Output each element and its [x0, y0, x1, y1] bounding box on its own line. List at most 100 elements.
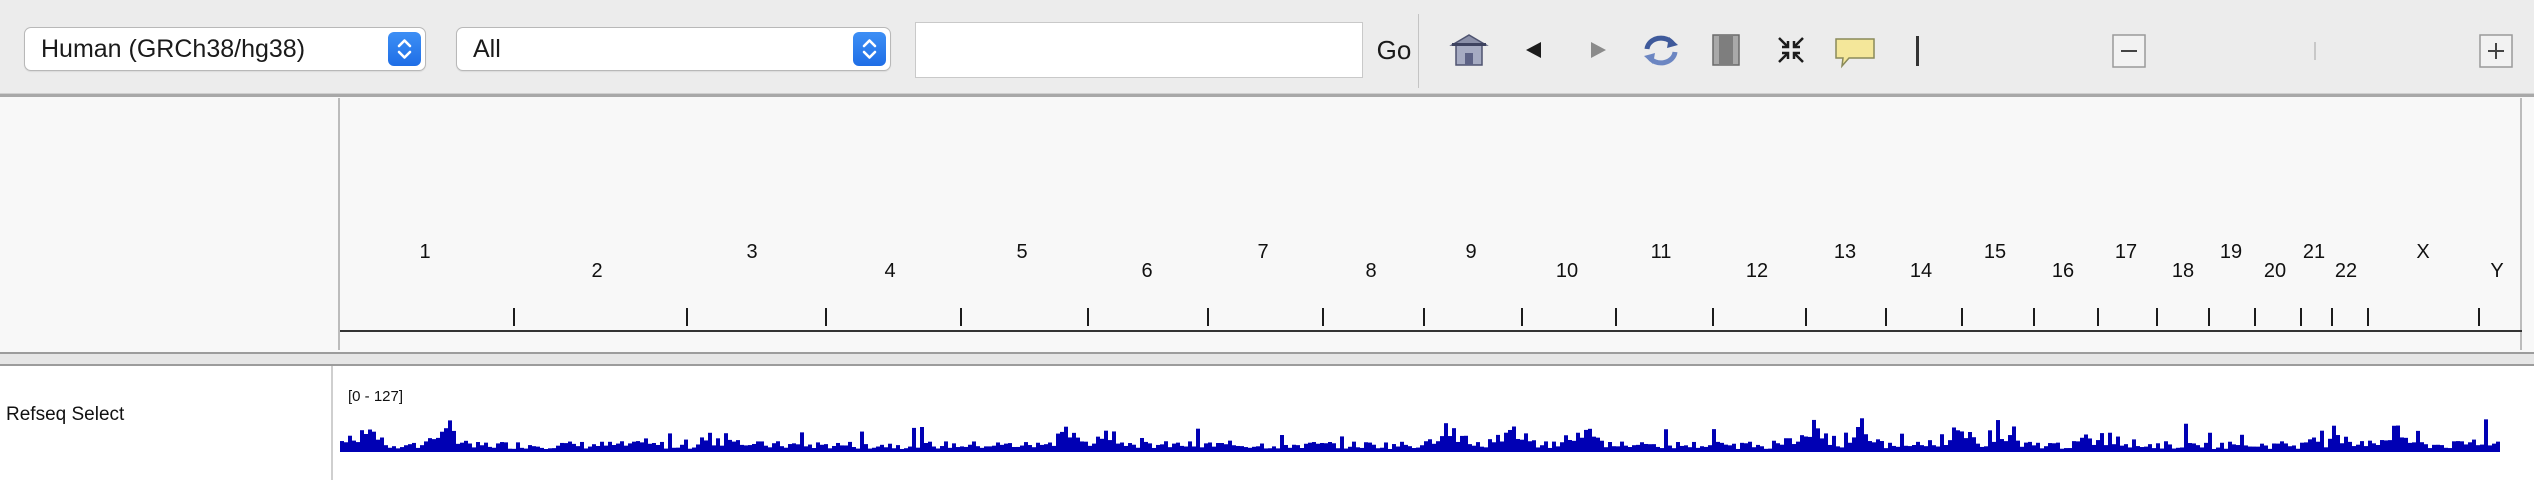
chromosome-label-4[interactable]: 4	[884, 260, 896, 282]
feature-density-bar	[1360, 447, 1364, 452]
feature-density-bar	[1604, 447, 1608, 452]
genome-dropdown[interactable]: Human (GRCh38/hg38)	[24, 27, 426, 71]
refresh-icon[interactable]	[1639, 28, 1683, 72]
chromosome-label-21[interactable]: 21	[2302, 241, 2326, 263]
feature-density-bar	[412, 442, 416, 452]
feature-density-bar	[1420, 445, 1424, 452]
zoom-slider-tick[interactable]	[2314, 42, 2316, 60]
chromosome-label-10[interactable]: 10	[1555, 260, 1579, 282]
feature-density-bar	[680, 444, 684, 452]
chromosome-dropdown[interactable]: All	[456, 27, 891, 71]
feature-density-bar	[1228, 440, 1232, 452]
feature-density-bar	[1792, 444, 1796, 452]
chromosome-label-2[interactable]: 2	[591, 260, 603, 282]
resize-to-window-icon[interactable]	[1769, 28, 1813, 72]
feature-density-bar	[1996, 420, 2000, 452]
feature-density-bar	[2356, 444, 2360, 452]
feature-density-bar	[1780, 444, 1784, 452]
chromosome-label-18[interactable]: 18	[2171, 260, 2195, 282]
feature-density-bar	[2164, 441, 2168, 452]
feature-density-bar	[2080, 437, 2084, 452]
go-button[interactable]: Go	[1376, 35, 1412, 65]
chromosome-label-5[interactable]: 5	[1016, 241, 1028, 263]
home-icon[interactable]	[1447, 28, 1491, 72]
chromosome-label-13[interactable]: 13	[1833, 241, 1857, 263]
chromosome-label-19[interactable]: 19	[2219, 241, 2243, 263]
feature-density-bar	[1248, 447, 1252, 452]
chromosome-label-12[interactable]: 12	[1745, 260, 1769, 282]
feature-density-bar	[1196, 428, 1200, 452]
genome-ruler-panel[interactable]	[338, 98, 2522, 350]
feature-density-bar	[2460, 441, 2464, 452]
chromosome-label-6[interactable]: 6	[1141, 260, 1153, 282]
feature-density-bar	[2040, 448, 2044, 452]
chromosome-label-y[interactable]: Y	[2490, 260, 2504, 282]
feature-density-bar	[1912, 444, 1916, 452]
feature-density-bar	[2304, 442, 2308, 452]
feature-density-bar	[884, 447, 888, 452]
back-arrow-icon[interactable]	[1512, 28, 1556, 72]
feature-density-bar	[1940, 434, 1944, 452]
chromosome-label-15[interactable]: 15	[1983, 241, 2007, 263]
feature-density-bar	[924, 442, 928, 452]
feature-density-bar	[1744, 443, 1748, 452]
chromosome-label-11[interactable]: 11	[1650, 241, 1672, 263]
feature-density-bar	[2436, 444, 2440, 452]
feature-density-bar	[1384, 442, 1388, 452]
feature-density-bar	[752, 443, 756, 452]
feature-density-bar	[2044, 446, 2048, 452]
panel-divider[interactable]	[0, 352, 2534, 366]
chromosome-boundary-tick	[2367, 308, 2369, 326]
feature-density-bar	[1160, 444, 1164, 452]
chromosome-label-7[interactable]: 7	[1257, 241, 1269, 263]
feature-density-bar	[712, 445, 716, 452]
feature-density-bar	[2112, 444, 2116, 452]
feature-density-bar	[2420, 442, 2424, 452]
feature-density-bar	[2180, 447, 2184, 452]
header-top-border	[0, 94, 2534, 97]
forward-arrow-icon[interactable]	[1576, 28, 1620, 72]
feature-density-bar	[404, 445, 408, 452]
zoom-out-icon[interactable]	[2111, 33, 2147, 69]
chromosome-label-9[interactable]: 9	[1465, 241, 1477, 263]
feature-density-bar	[348, 435, 352, 452]
track-refseq-select[interactable]: [0 - 127]	[340, 366, 2522, 480]
feature-density-bar	[908, 446, 912, 452]
feature-density-bar	[988, 446, 992, 452]
feature-density-bar	[1460, 435, 1464, 452]
chromosome-label-22[interactable]: 22	[2334, 260, 2358, 282]
chromosome-label-16[interactable]: 16	[2051, 260, 2075, 282]
feature-density-bar	[880, 444, 884, 452]
chromosome-label-17[interactable]: 17	[2114, 241, 2138, 263]
feature-density-bar	[1804, 436, 1808, 452]
chromosome-label-layer: 1 2 3 4 5 6 7 8 9 10 11 12 13 14 15 16 17 18 19 20 21 22 X Y	[419, 241, 2504, 326]
chromosome-label-8[interactable]: 8	[1365, 260, 1377, 282]
feature-density-bar	[844, 445, 848, 452]
feature-density-bar	[1736, 448, 1740, 452]
feature-density-bar	[2088, 438, 2092, 452]
feature-density-bar	[2376, 444, 2380, 452]
chromosome-label-3[interactable]: 3	[746, 241, 758, 263]
popup-info-icon[interactable]	[1833, 28, 1877, 72]
feature-density-bar	[1440, 436, 1444, 452]
chromosome-label-20[interactable]: 20	[2263, 260, 2287, 282]
chromosome-boundary-tick	[2208, 308, 2210, 326]
feature-density-bar	[1064, 426, 1068, 452]
locus-search-input[interactable]	[915, 22, 1363, 78]
ruler-baseline	[340, 330, 2522, 332]
feature-density-bar	[912, 427, 916, 452]
chromosome-label-x[interactable]: X	[2416, 241, 2430, 263]
feature-density-bar	[1040, 444, 1044, 452]
feature-density-bar	[340, 441, 344, 452]
feature-density-bar	[376, 439, 380, 452]
feature-density-bar	[1856, 427, 1860, 452]
track-name-refseq-select[interactable]: Refseq Select	[6, 404, 125, 425]
zoom-in-icon[interactable]	[2478, 33, 2514, 69]
region-of-interest-icon[interactable]	[1704, 28, 1748, 72]
chromosome-label-1[interactable]: 1	[419, 241, 431, 263]
feature-density-bar	[2068, 448, 2072, 452]
feature-density-bar	[1660, 448, 1664, 452]
feature-density-bar	[1136, 447, 1140, 452]
feature-density-bar	[1464, 435, 1468, 452]
chromosome-label-14[interactable]: 14	[1909, 260, 1933, 282]
